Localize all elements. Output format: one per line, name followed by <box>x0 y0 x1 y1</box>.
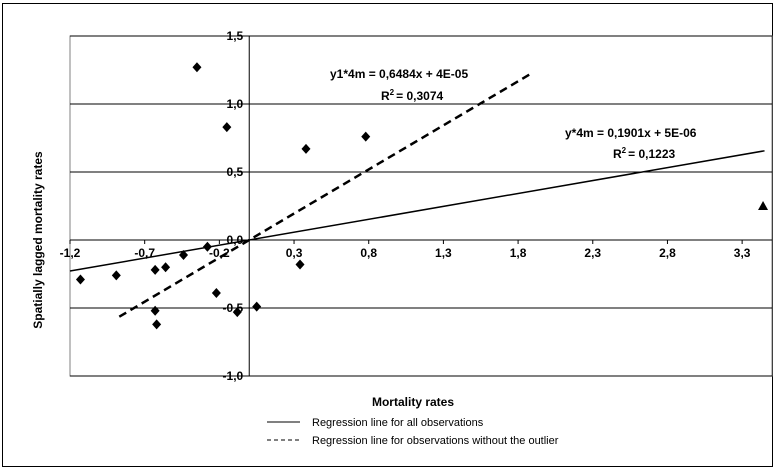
r2-dashed-label: R2 = 0,3074 <box>381 88 443 103</box>
equation-dashed: y1*4m = 0,6484x + 4E-05 R2 = 0,3074 <box>330 67 468 103</box>
data-point-diamond <box>111 270 121 281</box>
equation-solid: y*4m = 0,1901x + 5E-06 R2 = 0,1223 <box>565 126 697 161</box>
x-tick-label: 0,8 <box>360 246 377 260</box>
r2-solid-superscript: 2 <box>622 146 627 155</box>
r2-solid-r: R <box>613 147 622 161</box>
legend-label-solid: Regression line for all observations <box>312 417 484 429</box>
data-point-diamond <box>232 307 242 318</box>
x-tick-label: -1,2 <box>60 246 81 260</box>
data-point-diamond <box>150 264 160 275</box>
x-tick-label: 3,3 <box>734 246 751 260</box>
data-point-diamond <box>192 62 202 73</box>
y-tick-label: 0,5 <box>227 165 244 179</box>
data-point-diamond <box>161 262 171 273</box>
x-tick-label: 1,8 <box>510 246 527 260</box>
data-point-diamond <box>361 131 371 142</box>
y-tick-label: 1,0 <box>227 97 244 111</box>
y-tick-label: 0,0 <box>227 233 244 247</box>
x-tick-label: -0,2 <box>209 246 230 260</box>
y-axis-title: Spatially lagged mortality rates <box>31 151 45 329</box>
r2-dashed-superscript: 2 <box>390 88 395 97</box>
r2-dashed-value: = 0,3074 <box>396 89 443 103</box>
data-points <box>75 62 769 330</box>
y-tick-label: -1,0 <box>223 369 244 383</box>
r2-solid-label: R2 = 0,1223 <box>613 146 675 161</box>
data-point-diamond <box>301 143 311 154</box>
legend: Regression line for all observations Reg… <box>267 417 559 447</box>
x-tick-label: 0,3 <box>286 246 303 260</box>
axis-ticks: 1,51,00,50,0-0,5-1,0-1,2 -0,7 -0,2 0,3 0,8 1,… <box>60 29 751 383</box>
data-point-diamond <box>202 241 212 252</box>
data-point-diamond <box>211 288 221 299</box>
data-point-triangle <box>758 201 769 210</box>
data-point-diamond <box>252 301 262 312</box>
data-point-diamond <box>152 319 162 330</box>
data-point-diamond <box>295 259 305 270</box>
data-point-diamond <box>179 249 189 260</box>
data-point-diamond <box>75 274 85 285</box>
x-tick-label: 1,3 <box>435 246 452 260</box>
data-point-diamond <box>150 305 160 316</box>
x-tick-label: 2,3 <box>584 246 601 260</box>
r2-dashed-r: R <box>381 89 390 103</box>
regression-lines <box>69 71 765 318</box>
plot-area <box>69 35 773 377</box>
legend-label-dashed: Regression line for observations without… <box>312 435 559 447</box>
regression-line-solid <box>69 150 765 272</box>
regression-line-dashed <box>118 71 534 318</box>
data-point-diamond <box>222 122 232 133</box>
r2-solid-value: = 0,1223 <box>628 147 675 161</box>
gridlines <box>70 35 772 377</box>
equation-dashed-text: y1*4m = 0,6484x + 4E-05 <box>330 67 468 81</box>
x-tick-label: 2,8 <box>659 246 676 260</box>
x-axis-title: Mortality rates <box>372 395 454 409</box>
equation-solid-text: y*4m = 0,1901x + 5E-06 <box>565 126 697 140</box>
y-tick-label: 1,5 <box>227 29 244 43</box>
